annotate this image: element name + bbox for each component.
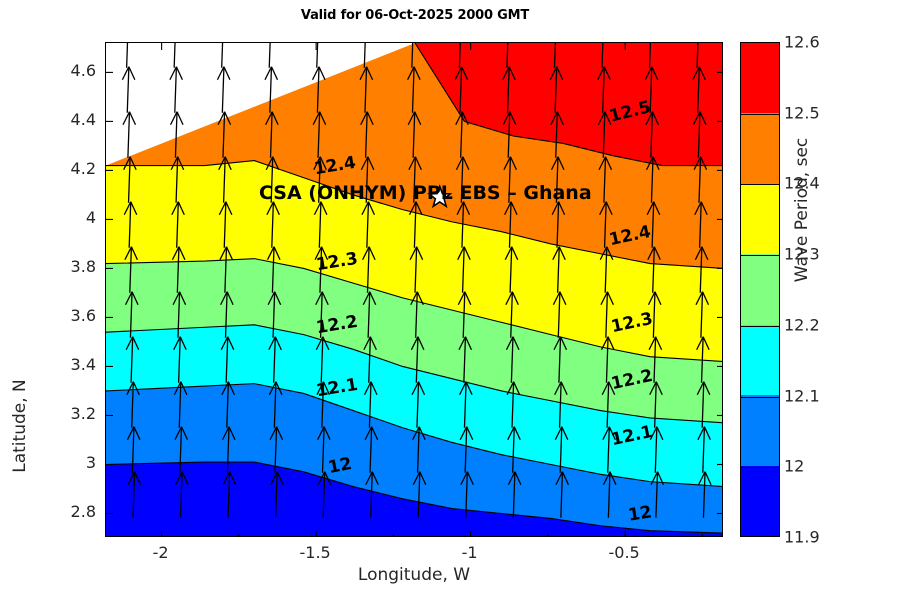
colorbar-tick-label: 12.3 xyxy=(784,244,820,264)
colorbar-label: Wave Period, sec xyxy=(792,137,812,283)
colorbar-tick-label: 11.9 xyxy=(784,527,820,547)
colorbar-divider xyxy=(741,325,779,327)
colorbar-divider xyxy=(741,255,779,257)
colorbar-band xyxy=(741,465,779,536)
colorbar-band xyxy=(741,395,779,466)
colorbar-tick-label: 12.4 xyxy=(784,173,820,193)
x-axis-ticks: -2 -1.5 -1 -0.5 xyxy=(0,543,900,567)
colorbar-band xyxy=(741,113,779,184)
y-tick-label: 4.6 xyxy=(70,61,96,81)
y-axis-ticks: 2.8 3 3.2 3.4 3.6 3.8 4 4.2 4.4 4.6 xyxy=(30,0,96,600)
colorbar-ticks: 11.9 12 12.1 12.2 12.3 12.4 12.5 12.6 xyxy=(784,0,894,600)
contour-svg xyxy=(106,43,722,536)
y-tick-label: 4.4 xyxy=(70,110,96,130)
y-tick-label: 3.2 xyxy=(70,404,96,424)
chart-title: Valid for 06-Oct-2025 2000 GMT xyxy=(300,8,530,23)
star-marker xyxy=(427,184,453,209)
x-tick-label: -1.5 xyxy=(299,543,331,562)
colorbar-tick-label: 12.1 xyxy=(784,386,820,406)
colorbar-tick-label: 12.6 xyxy=(784,32,820,52)
y-tick-label: 4 xyxy=(85,208,96,228)
colorbar-band xyxy=(741,43,779,114)
x-tick-label: -1 xyxy=(461,543,478,562)
colorbar-label-wrap: Wave Period, sec xyxy=(790,138,900,283)
colorbar-divider xyxy=(741,113,779,115)
y-tick-label: 3.8 xyxy=(70,257,96,277)
contour-label: 12 xyxy=(626,502,654,526)
colorbar-tick-label: 12.5 xyxy=(784,103,820,123)
colorbar-divider xyxy=(741,184,779,186)
colorbar-band xyxy=(741,324,779,396)
colorbar-divider xyxy=(741,396,779,398)
colorbar-band xyxy=(741,183,779,255)
contour-plot-area[interactable] xyxy=(105,42,723,537)
x-axis-label: Longitude, W xyxy=(357,565,471,585)
x-tick-label: -2 xyxy=(152,543,169,562)
y-tick-label: 3 xyxy=(85,453,96,473)
colorbar-band xyxy=(741,254,779,325)
y-tick-label: 4.2 xyxy=(70,159,96,179)
x-tick-label: -0.5 xyxy=(608,543,640,562)
y-tick-label: 3.6 xyxy=(70,306,96,326)
colorbar[interactable] xyxy=(740,42,780,537)
site-annotation: CSA (ONHYM) PPL EBS – Ghana xyxy=(259,182,592,204)
colorbar-tick-label: 12 xyxy=(784,456,805,476)
y-tick-label: 3.4 xyxy=(70,355,96,375)
colorbar-divider xyxy=(741,467,779,469)
colorbar-tick-label: 12.2 xyxy=(784,315,820,335)
y-tick-label: 2.8 xyxy=(70,502,96,522)
y-axis-label: Latitude, N xyxy=(10,379,30,473)
